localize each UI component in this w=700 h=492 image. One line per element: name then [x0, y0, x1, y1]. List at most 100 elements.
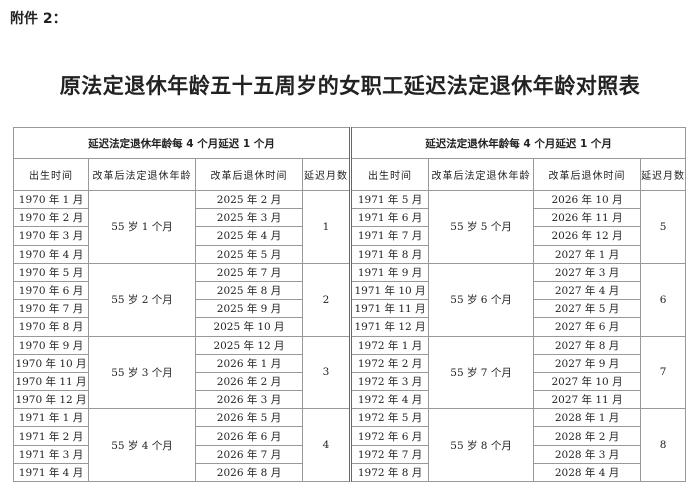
retirement-age-cell: 55 岁 8 个月 — [428, 408, 535, 482]
birth-date-cell: 1971 年 9 月 — [349, 262, 430, 282]
retirement-date-cell: 2027 年 8 月 — [533, 335, 642, 355]
birth-date-cell: 1971 年 1 月 — [13, 408, 89, 428]
birth-date-cell: 1971 年 11 月 — [349, 299, 430, 319]
retirement-age-cell: 55 岁 4 个月 — [88, 408, 196, 482]
birth-date-cell: 1971 年 8 月 — [349, 244, 430, 264]
column-header: 改革后法定退休年龄 — [428, 158, 535, 191]
birth-date-cell: 1970 年 2 月 — [13, 208, 89, 228]
left-group-header: 延迟法定退休年龄每 4 个月延迟 1 个月 — [12, 127, 352, 159]
birth-date-cell: 1971 年 4 月 — [13, 462, 89, 483]
table-row: 1970 年 8 月 2025 年 10 月 1971 年 12 月 2027 年 6… — [13, 317, 686, 337]
retirement-date-cell: 2026 年 5 月 — [195, 408, 303, 428]
retirement-date-cell: 2026 年 6 月 — [195, 426, 303, 446]
table-row: 1971 年 2 月 2026 年 6 月 1972 年 6 月 2028 年 2 月 — [13, 426, 686, 446]
retirement-date-cell: 2028 年 2 月 — [533, 426, 642, 446]
table-row: 1970 年 12 月 2026 年 3 月 1972 年 4 月 2027 年 11… — [13, 390, 686, 410]
table-row: 1970 年 11 月 2026 年 2 月 1972 年 3 月 2027 年 10… — [13, 371, 686, 392]
retirement-date-cell: 2025 年 10 月 — [195, 317, 303, 337]
retirement-date-cell: 2025 年 4 月 — [195, 226, 303, 246]
birth-date-cell: 1970 年 9 月 — [13, 335, 89, 355]
birth-date-cell: 1970 年 4 月 — [13, 244, 89, 264]
birth-date-cell: 1971 年 3 月 — [13, 444, 89, 464]
retirement-date-cell: 2025 年 12 月 — [195, 335, 303, 355]
retirement-date-cell: 2026 年 2 月 — [195, 371, 303, 392]
column-header: 改革后退休时间 — [195, 158, 303, 191]
birth-date-cell: 1970 年 11 月 — [13, 371, 89, 392]
group-header-row: 延迟法定退休年龄每 4 个月延迟 1 个月 延迟法定退休年龄每 4 个月延迟 1… — [12, 127, 687, 159]
retirement-date-cell: 2026 年 10 月 — [533, 189, 642, 210]
table-row: 1971 年 3 月 2026 年 7 月 1972 年 7 月 2028 年 3 月 — [13, 444, 686, 464]
delay-months-cell: 5 — [640, 190, 687, 264]
retirement-date-cell: 2028 年 1 月 — [533, 408, 642, 428]
table-row: 1970 年 5 月 55 岁 2 个月 2025 年 7 月 2 1971 年 9 月… — [13, 262, 687, 337]
retirement-date-cell: 2025 年 5 月 — [195, 244, 303, 264]
birth-date-cell: 1970 年 10 月 — [13, 353, 89, 373]
birth-date-cell: 1970 年 12 月 — [13, 390, 89, 410]
delay-months-cell: 3 — [301, 335, 352, 410]
retirement-date-cell: 2027 年 3 月 — [533, 262, 642, 282]
table-row: 1971 年 4 月 2026 年 8 月 1972 年 8 月 2028 年 4 月 — [13, 462, 686, 483]
retirement-comparison-table: 延迟法定退休年龄每 4 个月延迟 1 个月 延迟法定退休年龄每 4 个月延迟 1… — [12, 127, 687, 483]
delay-months-cell: 8 — [640, 408, 687, 482]
table-row: 1970 年 7 月 2025 年 9 月 1971 年 11 月 2027 年 5 … — [13, 299, 686, 319]
birth-date-cell: 1972 年 1 月 — [349, 335, 430, 355]
birth-date-cell: 1970 年 1 月 — [13, 189, 89, 210]
column-header: 改革后退休时间 — [533, 158, 642, 191]
birth-date-cell: 1971 年 5 月 — [349, 189, 430, 210]
retirement-date-cell: 2025 年 3 月 — [195, 208, 303, 228]
retirement-date-cell: 2026 年 12 月 — [533, 226, 642, 246]
delay-months-cell: 1 — [301, 190, 352, 264]
retirement-age-cell: 55 岁 1 个月 — [88, 190, 196, 264]
retirement-date-cell: 2027 年 11 月 — [533, 390, 642, 410]
column-header: 出生时间 — [13, 158, 89, 191]
delay-months-cell: 4 — [301, 408, 352, 482]
birth-date-cell: 1970 年 5 月 — [13, 262, 89, 282]
attachment-label: 附件 2： — [10, 11, 67, 27]
table-row: 1970 年 4 月 2025 年 5 月 1971 年 8 月 2027 年 1 月 — [13, 244, 686, 264]
table-row: 1971 年 1 月 55 岁 4 个月 2026 年 5 月 4 1972 年 5 月… — [13, 408, 687, 482]
table-row: 1970 年 9 月 55 岁 3 个月 2025 年 12 月 3 1972 年 1 … — [13, 335, 687, 410]
column-header-row: 出生时间 改革后法定退休年龄 改革后退休时间 延迟月数 出生时间 改革后法定退休… — [13, 158, 687, 191]
retirement-date-cell: 2027 年 1 月 — [533, 244, 642, 264]
page-title: 原法定退休年龄五十五周岁的女职工延迟法定退休年龄对照表 — [59, 73, 641, 98]
column-header: 改革后法定退休年龄 — [88, 158, 196, 191]
birth-date-cell: 1971 年 7 月 — [349, 226, 430, 246]
retirement-date-cell: 2028 年 4 月 — [533, 462, 642, 483]
retirement-age-cell: 55 岁 7 个月 — [428, 335, 535, 410]
retirement-date-cell: 2026 年 3 月 — [195, 390, 303, 410]
retirement-age-cell: 55 岁 6 个月 — [428, 262, 535, 337]
retirement-age-cell: 55 岁 5 个月 — [428, 190, 535, 264]
birth-date-cell: 1972 年 4 月 — [349, 390, 430, 410]
retirement-date-cell: 2027 年 5 月 — [533, 299, 642, 319]
column-header: 延迟月数 — [301, 158, 352, 191]
birth-date-cell: 1972 年 2 月 — [349, 353, 430, 373]
retirement-date-cell: 2027 年 9 月 — [533, 353, 642, 373]
birth-date-cell: 1972 年 6 月 — [349, 426, 430, 446]
column-header: 延迟月数 — [640, 158, 687, 191]
birth-date-cell: 1970 年 3 月 — [13, 226, 89, 246]
birth-date-cell: 1972 年 7 月 — [349, 444, 430, 464]
birth-date-cell: 1972 年 8 月 — [349, 462, 430, 483]
retirement-date-cell: 2028 年 3 月 — [533, 444, 642, 464]
birth-date-cell: 1972 年 3 月 — [349, 371, 430, 392]
retirement-date-cell: 2025 年 2 月 — [195, 189, 303, 210]
retirement-date-cell: 2026 年 7 月 — [195, 444, 303, 464]
retirement-date-cell: 2027 年 4 月 — [533, 280, 642, 301]
birth-date-cell: 1971 年 6 月 — [349, 208, 430, 228]
retirement-age-cell: 55 岁 3 个月 — [88, 335, 196, 410]
retirement-date-cell: 2026 年 11 月 — [533, 208, 642, 228]
retirement-date-cell: 2027 年 6 月 — [533, 317, 642, 337]
delay-months-cell: 6 — [640, 262, 687, 337]
birth-date-cell: 1971 年 2 月 — [13, 426, 89, 446]
table-row: 1970 年 10 月 2026 年 1 月 1972 年 2 月 2027 年 9 … — [13, 353, 686, 373]
column-header: 出生时间 — [349, 158, 430, 191]
retirement-date-cell: 2027 年 10 月 — [533, 371, 642, 392]
retirement-date-cell: 2025 年 7 月 — [195, 262, 303, 282]
birth-date-cell: 1970 年 6 月 — [13, 280, 89, 301]
table-row: 1970 年 1 月 55 岁 1 个月 2025 年 2 月 1 1971 年 5 月… — [13, 189, 687, 264]
birth-date-cell: 1971 年 10 月 — [349, 280, 430, 301]
right-group-header: 延迟法定退休年龄每 4 个月延迟 1 个月 — [349, 127, 687, 159]
retirement-date-cell: 2026 年 8 月 — [195, 462, 303, 483]
table-row: 1970 年 6 月 2025 年 8 月 1971 年 10 月 2027 年 4 … — [13, 280, 686, 301]
delay-months-cell: 7 — [640, 335, 687, 410]
